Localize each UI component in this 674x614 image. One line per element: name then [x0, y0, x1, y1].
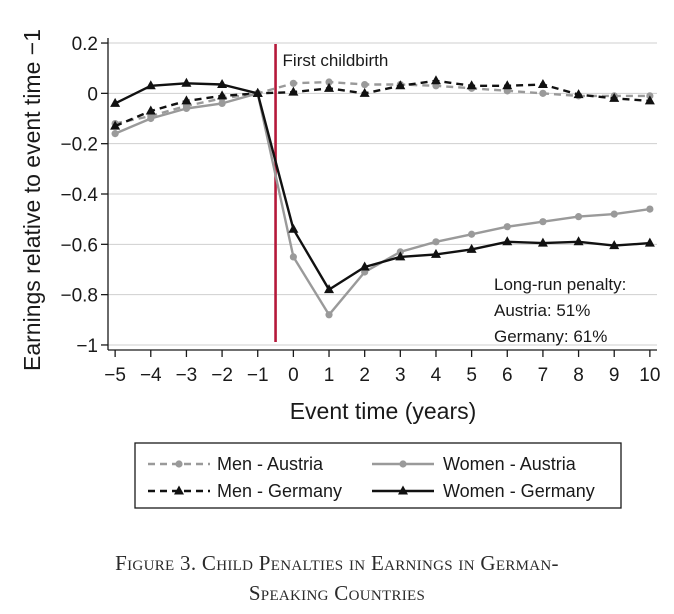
series-1-point-0: [110, 120, 121, 130]
series-3-point-15: [644, 237, 655, 247]
series-1-point-9: [430, 75, 441, 85]
x-tick-label-9: 4: [431, 365, 442, 386]
series-3-point-8: [395, 251, 406, 261]
y-tick-label-0: 0.2: [72, 34, 98, 55]
series-3-point-3: [217, 79, 228, 89]
legend: Men - Austria Men - Germany Women - Austri…: [134, 442, 622, 509]
figure-caption: Figure 3. Child Penalties in Earnings in…: [0, 548, 674, 608]
x-tick-label-7: 2: [359, 365, 370, 386]
x-tick-label-8: 3: [395, 365, 406, 386]
x-tick-label-15: 10: [639, 365, 660, 386]
x-tick-label-4: −1: [247, 365, 269, 386]
series-2-point-6: [325, 311, 333, 319]
series-1-point-8: [395, 80, 406, 90]
series-3-point-6: [324, 284, 335, 294]
series-3-point-5: [288, 223, 299, 233]
legend-label-0: Men - Austria: [217, 454, 324, 474]
series-3-point-9: [430, 248, 441, 258]
series-1-point-3: [217, 90, 228, 100]
x-axis-title: Event time (years): [290, 398, 477, 424]
series-2-point-15: [646, 205, 654, 213]
series-2-point-3: [218, 99, 226, 108]
series-2-point-1: [147, 114, 155, 123]
series-2-point-9: [432, 238, 440, 246]
series-line-0: [114, 80, 650, 125]
series-3-point-7: [359, 261, 370, 271]
x-tick-label-10: 5: [466, 365, 477, 386]
legend-label-3: Women - Germany: [443, 481, 595, 501]
series-1-point-11: [502, 80, 513, 90]
x-tick-label-5: 0: [288, 365, 299, 386]
series-3-point-14: [609, 240, 620, 250]
x-tick-label-13: 8: [573, 365, 584, 386]
annotation-line-2: Germany: 61%: [494, 327, 607, 346]
series-3-point-1: [145, 80, 156, 90]
y-tick-label-4: −0.6: [60, 235, 98, 256]
series-1-point-1: [145, 105, 156, 115]
legend-marker-2: [399, 460, 407, 468]
caption-line-1: Figure 3. Child Penalties in Earnings in…: [115, 551, 559, 575]
series-1-point-2: [181, 95, 192, 105]
series-2-point-0: [111, 130, 119, 138]
legend-marker-3: [398, 485, 408, 495]
y-tick-label-6: −1: [76, 336, 98, 357]
x-tick-label-2: −3: [176, 365, 198, 386]
series-line-1: [114, 79, 650, 128]
series-1-point-13: [573, 89, 584, 99]
x-tick-label-6: 1: [324, 365, 335, 386]
series-3-point-2: [181, 77, 192, 87]
series-0-point-7: [361, 80, 369, 89]
series-1-point-15: [644, 95, 655, 105]
series-3-point-12: [537, 237, 548, 247]
penalty-annotation: Long-run penalty: Austria: 51% Germany: 61…: [494, 275, 626, 346]
event-line-group: First childbirth: [274, 44, 389, 342]
series-3-point-0: [110, 97, 121, 107]
y-tick-label-3: −0.4: [60, 185, 98, 206]
first-childbirth-label: First childbirth: [283, 51, 389, 70]
legend-label-2: Women - Austria: [443, 454, 577, 474]
annotation-line-1: Austria: 51%: [494, 301, 590, 320]
series-2-point-5: [289, 253, 297, 261]
earnings-chart: 0.2 0 −0.2 −0.4 −0.6 −0.8 −1 −5 −4 −3 −2 −1 0 1 2 3 4 5 6 7…: [19, 29, 660, 509]
legend-label-1: Men - Germany: [217, 481, 342, 501]
series-3-point-13: [573, 236, 584, 246]
series-1-point-12: [537, 79, 548, 89]
series-1-point-7: [359, 87, 370, 97]
x-tick-label-12: 7: [538, 365, 549, 386]
legend-box: [134, 442, 622, 509]
y-tick-label-5: −0.8: [60, 286, 98, 307]
series-3-point-4: [252, 87, 263, 97]
caption-line-2: Speaking Countries: [248, 581, 426, 605]
x-tick-label-11: 6: [502, 365, 513, 386]
series-2-point-13: [574, 213, 583, 221]
series-1-point-14: [609, 92, 620, 102]
series-0-point-6: [325, 78, 333, 86]
x-tick-label-0: −5: [104, 365, 126, 386]
series-2-point-2: [182, 104, 191, 113]
annotation-line-0: Long-run penalty:: [494, 275, 626, 294]
series-line-3: [114, 82, 650, 291]
y-tick-label-1: 0: [87, 84, 98, 105]
series-2-point-14: [610, 210, 618, 218]
x-tick-label-3: −2: [211, 365, 233, 386]
series-1-point-10: [466, 80, 477, 90]
legend-marker-1: [174, 485, 184, 495]
series-1-point-5: [288, 86, 299, 96]
series-0-point-5: [289, 79, 297, 87]
series-0-point-12: [539, 89, 547, 97]
series-1-point-6: [324, 82, 335, 92]
series-2-point-11: [503, 223, 511, 231]
series-3-point-11: [502, 236, 513, 246]
series-2-point-10: [468, 230, 476, 238]
x-tick-label-14: 9: [609, 365, 620, 386]
axes: 0.2 0 −0.2 −0.4 −0.6 −0.8 −1 −5 −4 −3 −2 −1 0 1 2 3 4 5 6 7…: [60, 34, 660, 386]
gridlines: [108, 42, 657, 346]
series-group: [110, 75, 655, 319]
y-axis-title: Earnings relative to event time −1: [19, 29, 45, 371]
series-3-point-10: [466, 243, 477, 253]
legend-marker-0: [175, 460, 183, 468]
y-tick-label-2: −0.2: [60, 135, 98, 156]
series-2-point-12: [539, 218, 547, 226]
x-tick-label-1: −4: [140, 365, 162, 386]
